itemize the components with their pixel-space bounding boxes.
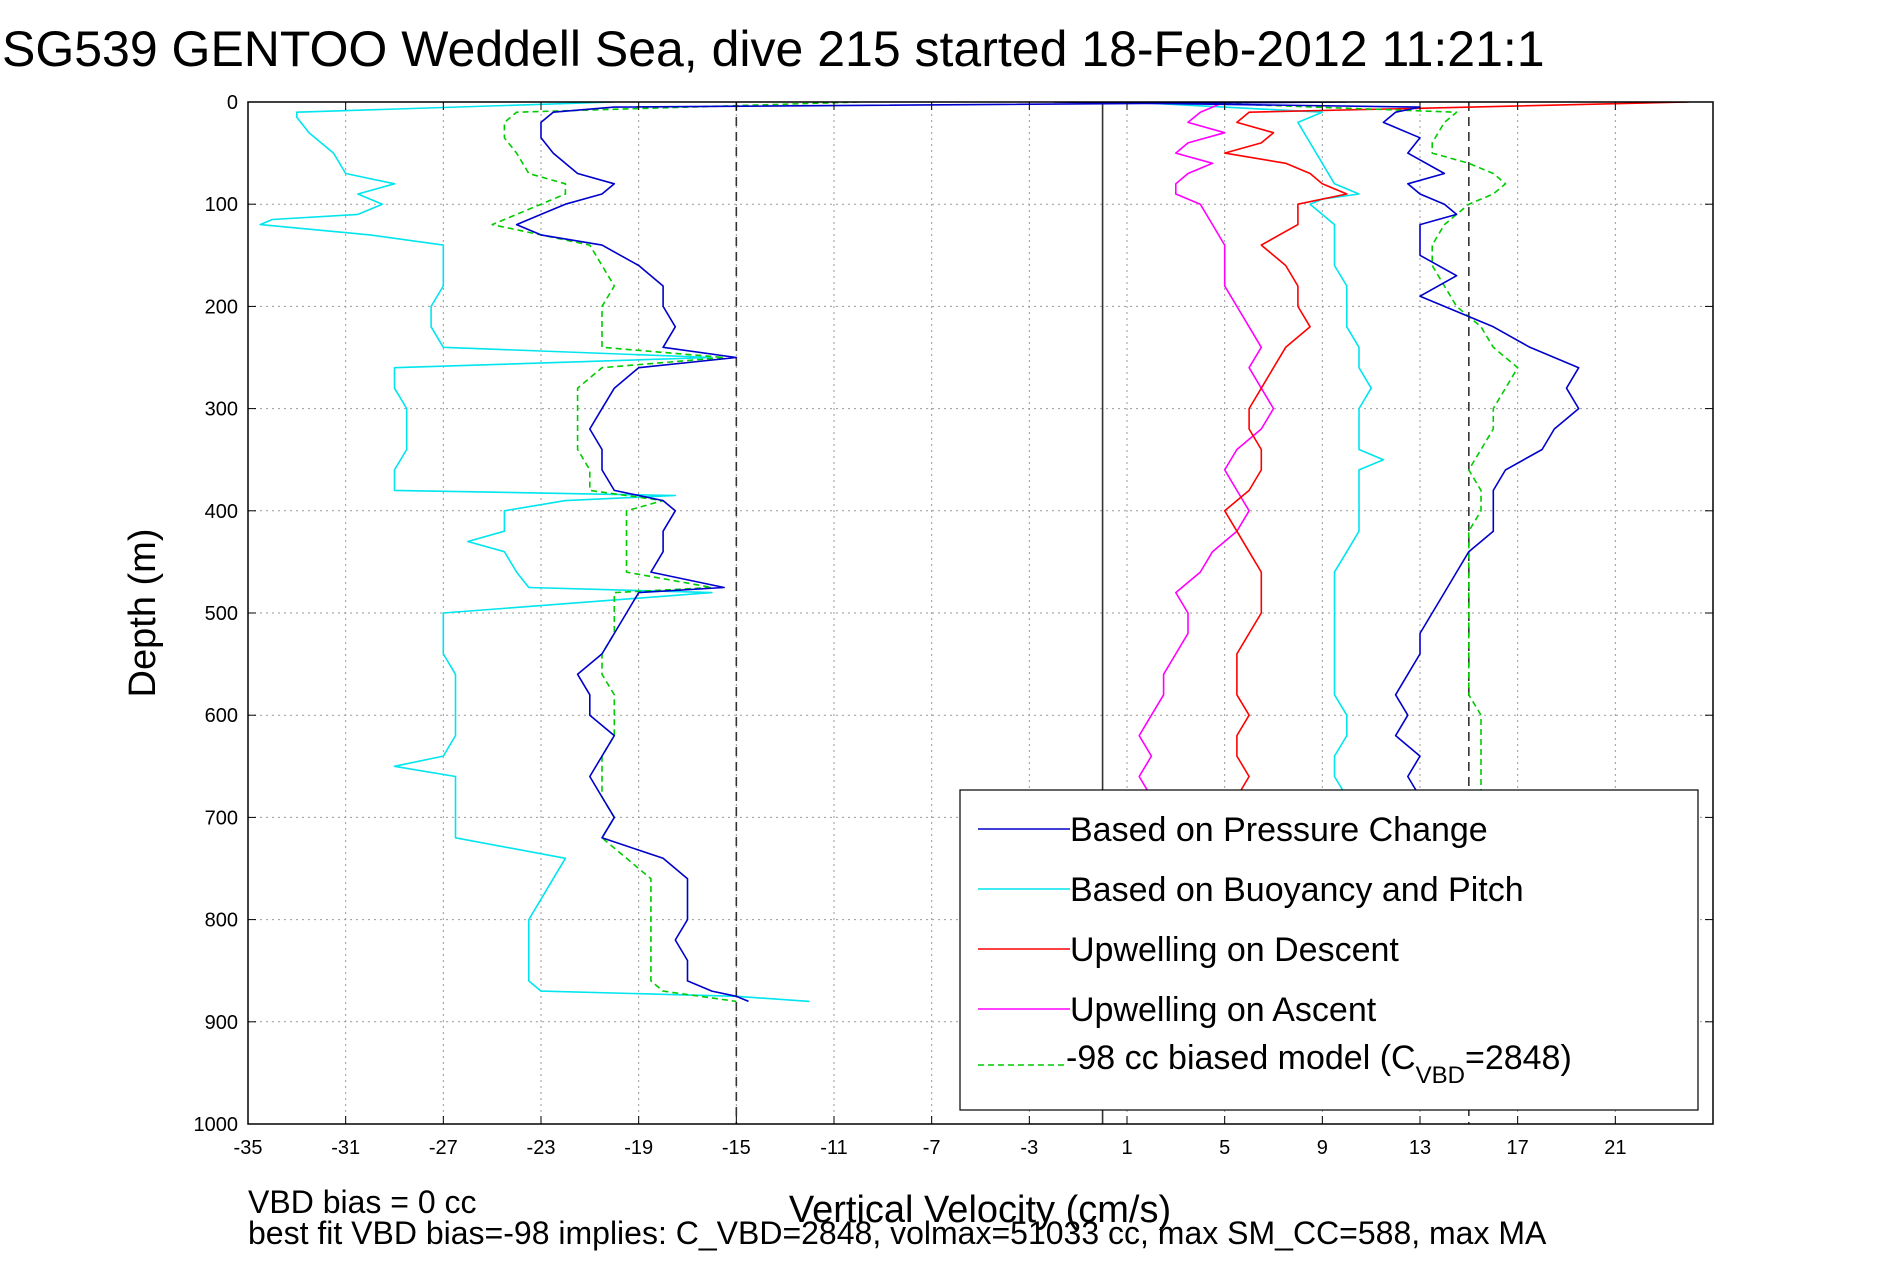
legend-label: Based on Pressure Change (1070, 811, 1488, 849)
y-tick-label: 900 (205, 1012, 238, 1034)
legend-label-model: -98 cc biased model (CVBD=2848) (1066, 1039, 1572, 1089)
series-line (515, 102, 1347, 1003)
x-tick-label: -3 (1020, 1137, 1038, 1159)
x-tick-label: 17 (1507, 1137, 1529, 1159)
legend-label: Based on Buoyancy and Pitch (1070, 871, 1524, 909)
series-line (1223, 102, 1689, 798)
legend-model-suffix: =2848) (1465, 1039, 1572, 1077)
x-tick-label: 9 (1317, 1137, 1328, 1159)
series-line (259, 102, 810, 1003)
legend-label: Upwelling on Descent (1070, 931, 1399, 969)
y-tick-label: 1000 (194, 1114, 239, 1136)
y-tick-label: 700 (205, 807, 238, 829)
y-axis-label: Depth (m) (122, 529, 164, 698)
series-line (1126, 102, 1385, 798)
x-tick-label: 13 (1409, 1137, 1431, 1159)
legend: Based on Pressure Change Based on Buoyanc… (959, 789, 1699, 1111)
x-tick-label: -31 (331, 1137, 360, 1159)
x-tick-label: -7 (923, 1137, 941, 1159)
x-tick-label: -15 (722, 1137, 751, 1159)
y-tick-label: 600 (205, 705, 238, 727)
series-line (1053, 102, 1580, 798)
y-tick-label: 200 (205, 296, 238, 318)
x-tick-label: -11 (820, 1137, 847, 1159)
y-tick-label: 100 (205, 194, 238, 216)
legend-model-prefix: -98 cc biased model (C (1066, 1039, 1416, 1077)
x-tick-label: -19 (624, 1137, 653, 1159)
x-axis-label: Vertical Velocity (cm/s) (789, 1189, 1171, 1231)
legend-box (959, 789, 1699, 1111)
x-tick-label: 21 (1604, 1137, 1626, 1159)
y-tick-label: 400 (205, 501, 238, 523)
series-layer (259, 102, 1689, 1003)
x-tick-label: -23 (527, 1137, 556, 1159)
y-tick-label: 500 (205, 603, 238, 625)
y-ticks: 0 100 200 300 400 500 600 700 800 900 1000 (194, 92, 1713, 1136)
chart-title: SG539 GENTOO Weddell Sea, dive 215 start… (2, 21, 1545, 77)
y-tick-label: 300 (205, 399, 238, 421)
series-line (1175, 102, 1519, 797)
legend-label: Upwelling on Ascent (1070, 991, 1377, 1029)
series-line (491, 102, 859, 1003)
series-line (1138, 102, 1275, 798)
x-ticks: -35 -31 -27 -23 -19 -15 -11 -7 -3 1 5 9 13 17 21 (234, 102, 1626, 1159)
x-tick-label: -35 (234, 1137, 263, 1159)
y-tick-label: 800 (205, 910, 238, 932)
footer-best-fit: best fit VBD bias=-98 implies: C_VBD=284… (248, 1215, 1547, 1251)
x-tick-label: -27 (429, 1137, 458, 1159)
y-tick-label: 0 (227, 92, 238, 114)
footer-vbd-bias: VBD bias = 0 cc (248, 1184, 477, 1220)
legend-model-subscript: VBD (1416, 1062, 1465, 1089)
x-tick-label: 1 (1121, 1137, 1132, 1159)
x-tick-label: 5 (1219, 1137, 1230, 1159)
